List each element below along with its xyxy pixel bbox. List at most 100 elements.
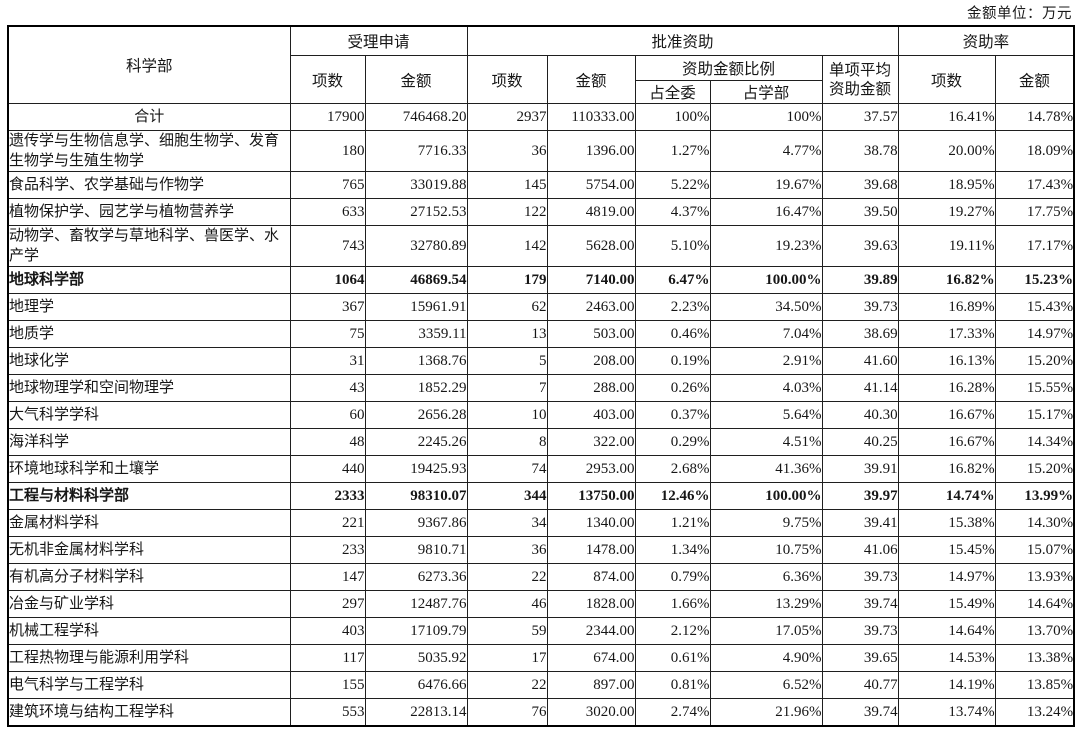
- value-cell: 10: [466, 401, 548, 429]
- department-cell: 食品科学、农学基础与作物学: [7, 171, 291, 199]
- value-cell: 15.38%: [897, 509, 996, 537]
- value-cell: 100%: [634, 103, 711, 131]
- header-group-accepted: 受理申请: [289, 25, 468, 56]
- department-cell: 地球科学部: [7, 266, 291, 294]
- header-average-amount-line2: 资助金额: [829, 80, 892, 98]
- table-row: 无机非金属材料学科 233 9810.71 36 1478.00 1.34% 10.75% 4…: [7, 536, 1075, 564]
- value-cell: 1.34%: [634, 536, 711, 564]
- value-cell: 122: [466, 198, 548, 226]
- value-cell: 22: [466, 671, 548, 699]
- value-cell: 14.74%: [897, 482, 996, 510]
- value-cell: 100%: [709, 103, 823, 131]
- value-cell: 7: [466, 374, 548, 402]
- value-cell: 14.19%: [897, 671, 996, 699]
- value-cell: 553: [289, 698, 366, 727]
- value-cell: 746468.20: [364, 103, 468, 131]
- value-cell: 13.85%: [994, 671, 1075, 699]
- value-cell: 15.55%: [994, 374, 1075, 402]
- table-row: 地质学 75 3359.11 13 503.00 0.46% 7.04% 38.69 17.33…: [7, 320, 1075, 348]
- value-cell: 19.23%: [709, 225, 823, 267]
- department-cell: 动物学、畜牧学与草地科学、兽医学、水产学: [7, 225, 291, 267]
- value-cell: 1.66%: [634, 590, 711, 618]
- value-cell: 6273.36: [364, 563, 468, 591]
- value-cell: 18.09%: [994, 130, 1075, 172]
- value-cell: 48: [289, 428, 366, 456]
- value-cell: 633: [289, 198, 366, 226]
- department-cell: 合计: [7, 103, 291, 131]
- value-cell: 39.41: [821, 509, 899, 537]
- value-cell: 874.00: [546, 563, 636, 591]
- table-body: 合计 17900 746468.20 2937 110333.00 100% 100% 37.…: [7, 103, 1075, 727]
- department-cell: 植物保护学、园艺学与植物营养学: [7, 198, 291, 226]
- table-row: 工程热物理与能源利用学科 117 5035.92 17 674.00 0.61% 4.90%…: [7, 644, 1075, 672]
- value-cell: 34.50%: [709, 293, 823, 321]
- value-cell: 5: [466, 347, 548, 375]
- value-cell: 344: [466, 482, 548, 510]
- department-cell: 有机高分子材料学科: [7, 563, 291, 591]
- table-row: 环境地球科学和土壤学 440 19425.93 74 2953.00 2.68% 41.36…: [7, 455, 1075, 483]
- value-cell: 19.27%: [897, 198, 996, 226]
- value-cell: 34: [466, 509, 548, 537]
- value-cell: 15.20%: [994, 455, 1075, 483]
- value-cell: 16.47%: [709, 198, 823, 226]
- table-row: 地球化学 31 1368.76 5 208.00 0.19% 2.91% 41.60 16.13…: [7, 347, 1075, 375]
- value-cell: 16.67%: [897, 401, 996, 429]
- value-cell: 0.26%: [634, 374, 711, 402]
- value-cell: 2937: [466, 103, 548, 131]
- value-cell: 2953.00: [546, 455, 636, 483]
- department-cell: 建筑环境与结构工程学科: [7, 698, 291, 727]
- value-cell: 60: [289, 401, 366, 429]
- value-cell: 14.97%: [994, 320, 1075, 348]
- value-cell: 16.41%: [897, 103, 996, 131]
- department-cell: 工程与材料科学部: [7, 482, 291, 510]
- value-cell: 39.68: [821, 171, 899, 199]
- value-cell: 297: [289, 590, 366, 618]
- value-cell: 36: [466, 536, 548, 564]
- value-cell: 674.00: [546, 644, 636, 672]
- department-cell: 工程热物理与能源利用学科: [7, 644, 291, 672]
- value-cell: 1478.00: [546, 536, 636, 564]
- value-cell: 16.13%: [897, 347, 996, 375]
- value-cell: 2463.00: [546, 293, 636, 321]
- value-cell: 19.11%: [897, 225, 996, 267]
- header-accepted-amount: 金额: [364, 55, 468, 104]
- value-cell: 14.97%: [897, 563, 996, 591]
- value-cell: 14.78%: [994, 103, 1075, 131]
- department-cell: 地球物理学和空间物理学: [7, 374, 291, 402]
- value-cell: 16.89%: [897, 293, 996, 321]
- value-cell: 41.60: [821, 347, 899, 375]
- header-department: 科学部: [7, 25, 291, 104]
- table-row: 金属材料学科 221 9367.86 34 1340.00 1.21% 9.75% 39.41…: [7, 509, 1075, 537]
- value-cell: 39.97: [821, 482, 899, 510]
- value-cell: 37.57: [821, 103, 899, 131]
- table-row: 冶金与矿业学科 297 12487.76 46 1828.00 1.66% 13.29% 39…: [7, 590, 1075, 618]
- value-cell: 13.93%: [994, 563, 1075, 591]
- department-cell: 遗传学与生物信息学、细胞生物学、发育生物学与生殖生物学: [7, 130, 291, 172]
- value-cell: 36: [466, 130, 548, 172]
- value-cell: 1396.00: [546, 130, 636, 172]
- value-cell: 4.37%: [634, 198, 711, 226]
- value-cell: 46: [466, 590, 548, 618]
- value-cell: 2333: [289, 482, 366, 510]
- value-cell: 208.00: [546, 347, 636, 375]
- value-cell: 15.20%: [994, 347, 1075, 375]
- value-cell: 7716.33: [364, 130, 468, 172]
- value-cell: 12487.76: [364, 590, 468, 618]
- value-cell: 13.38%: [994, 644, 1075, 672]
- value-cell: 10.75%: [709, 536, 823, 564]
- value-cell: 13.24%: [994, 698, 1075, 727]
- value-cell: 9.75%: [709, 509, 823, 537]
- value-cell: 16.82%: [897, 455, 996, 483]
- value-cell: 62: [466, 293, 548, 321]
- value-cell: 233: [289, 536, 366, 564]
- table-row: 地理学 367 15961.91 62 2463.00 2.23% 34.50% 39.73 1…: [7, 293, 1075, 321]
- table-header: 科学部 受理申请 批准资助 资助率 项数 金额 项数 金额 资助金额比例 单项平…: [7, 25, 1075, 104]
- value-cell: 39.91: [821, 455, 899, 483]
- value-cell: 14.34%: [994, 428, 1075, 456]
- value-cell: 100.00%: [709, 482, 823, 510]
- header-average-amount: 单项平均 资助金额: [821, 55, 899, 104]
- value-cell: 6.36%: [709, 563, 823, 591]
- value-cell: 147: [289, 563, 366, 591]
- value-cell: 21.96%: [709, 698, 823, 727]
- value-cell: 13.99%: [994, 482, 1075, 510]
